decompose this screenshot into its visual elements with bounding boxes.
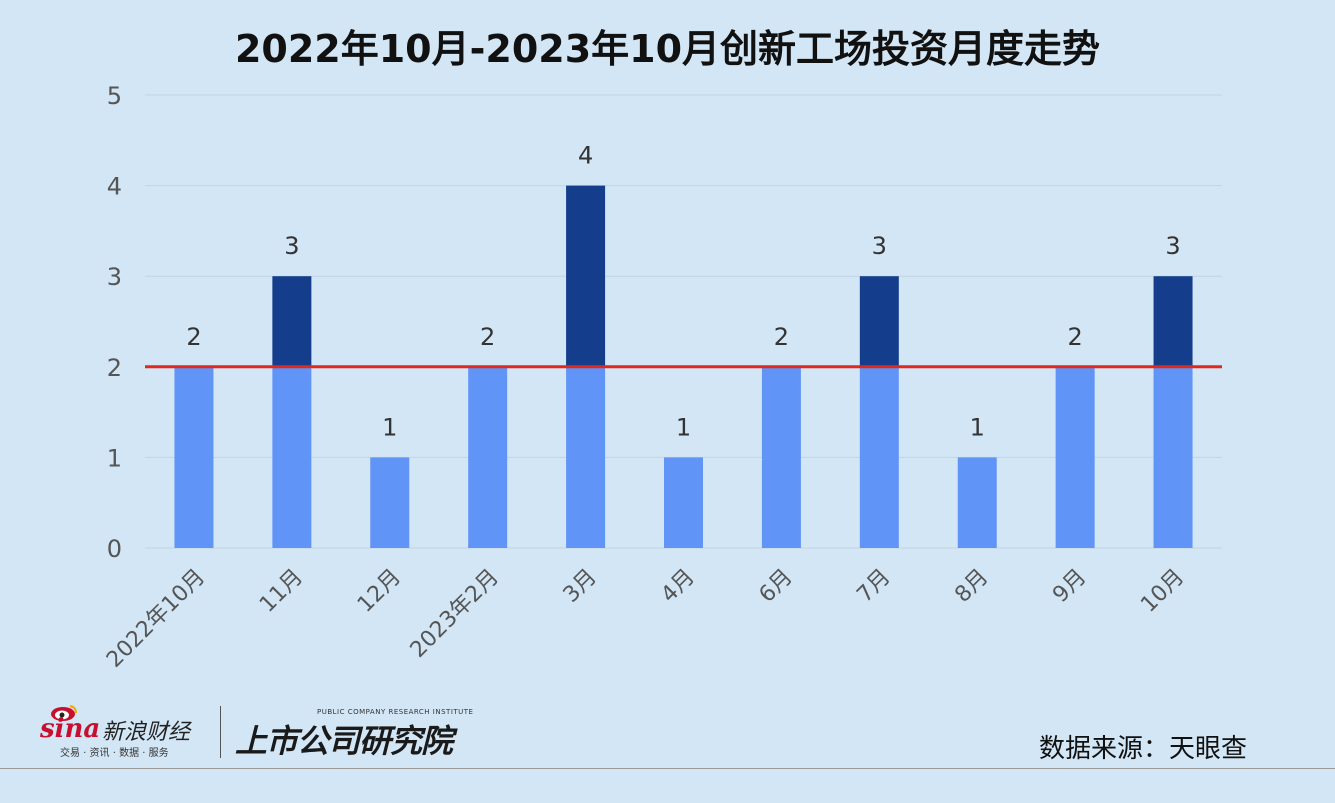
y-tick-label: 1: [107, 444, 122, 472]
y-tick-label: 2: [107, 354, 122, 382]
bar-base: [957, 457, 997, 548]
y-tick-label: 5: [107, 82, 122, 110]
x-tick-label: 3月: [559, 565, 602, 608]
institute-cn: 上市公司研究院: [235, 722, 453, 760]
data-label: 2: [480, 323, 495, 351]
data-label: 3: [284, 232, 299, 260]
x-tick-label: 9月: [1048, 565, 1091, 608]
bar-base: [664, 457, 703, 548]
y-tick-label: 4: [107, 173, 122, 201]
sina-name: 新浪财经: [102, 720, 191, 745]
institute-logo: PUBLIC COMPANY RESEARCH INSTITUTE 上市公司研究…: [235, 706, 475, 762]
institute-en: PUBLIC COMPANY RESEARCH INSTITUTE: [317, 708, 474, 716]
data-label: 3: [872, 232, 887, 260]
x-axis-ticks: 2022年10月 11月 12月 2023年2月 3月 4月 6月 7月 8月 9月 10月: [102, 565, 1189, 673]
chart-title: 2022年10月-2023年10月创新工场投资月度走势: [234, 27, 1101, 71]
x-tick-label: 7月: [852, 565, 895, 608]
bars: [174, 185, 1193, 548]
x-tick-label: 4月: [657, 565, 700, 608]
data-label: 1: [970, 413, 985, 441]
sina-tagline: 交易 · 资讯 · 数据 · 服务: [60, 748, 169, 759]
bar-base: [761, 366, 801, 548]
data-label: 1: [676, 413, 691, 441]
data-label: 2: [186, 323, 201, 351]
bar-base: [370, 457, 410, 548]
x-tick-label: 6月: [755, 565, 798, 608]
data-label: 3: [1165, 232, 1180, 260]
data-labels: 2 3 1 2 4 1 2 3 1 2 3: [186, 142, 1180, 442]
x-tick-label: 12月: [353, 565, 406, 618]
bar-base: [468, 366, 508, 548]
bar-base: [272, 366, 312, 548]
footer-divider: [0, 768, 1335, 769]
x-tick-label: 10月: [1136, 565, 1189, 618]
x-tick-label: 2023年2月: [406, 565, 504, 663]
data-source: 数据来源：天眼查: [1038, 734, 1247, 764]
sina-eye-icon: [51, 705, 77, 721]
x-tick-label: 2022年10月: [102, 565, 210, 673]
data-label: 4: [578, 142, 593, 170]
bar-base: [174, 366, 214, 548]
sina-logo: sina 新浪财经 交易 · 资讯 · 数据 · 服务: [40, 705, 215, 762]
bar-above-average: [859, 276, 899, 367]
brand-divider: [220, 706, 221, 758]
y-tick-label: 3: [107, 263, 122, 291]
y-axis-ticks: 0 1 2 3 4 5: [107, 82, 122, 563]
bar-above-average: [1153, 276, 1193, 367]
bar-chart: 0 1 2 3 4 5 2 3 1 2 4 1 2 3 1 2 3 2022年10月 11月 12月 2023年2月…: [102, 82, 1222, 673]
y-tick-label: 0: [107, 535, 122, 563]
bar-above-average: [566, 185, 606, 367]
data-label: 2: [774, 323, 789, 351]
data-label: 2: [1067, 323, 1082, 351]
data-label: 1: [382, 413, 397, 441]
bar-above-average: [272, 276, 312, 367]
bar-base: [566, 366, 606, 548]
x-tick-label: 11月: [255, 565, 308, 618]
bar-base: [1153, 366, 1193, 548]
bar-base: [1055, 366, 1095, 548]
x-tick-label: 8月: [950, 565, 993, 608]
bar-base: [859, 366, 899, 548]
sina-brand: sina: [40, 714, 101, 744]
